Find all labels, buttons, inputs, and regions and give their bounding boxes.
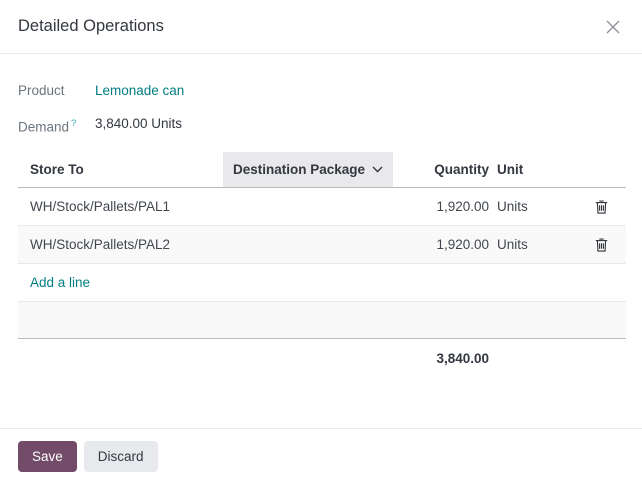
demand-value: 3,840.00 Units xyxy=(95,116,183,131)
unit-cell[interactable]: Units xyxy=(497,236,528,252)
help-icon: ? xyxy=(71,118,77,129)
add-a-line-link[interactable]: Add a line xyxy=(30,274,91,290)
row-actions-cell xyxy=(567,197,626,216)
demand-label: Demand? xyxy=(18,118,77,135)
total-row: 3,840.00 xyxy=(18,339,626,379)
store-to-cell[interactable]: WH/Stock/Pallets/PAL1 xyxy=(30,198,171,214)
row-actions-cell xyxy=(567,235,626,254)
column-header-actions xyxy=(567,152,626,187)
operations-table: Store To Destination Package Quantity Un… xyxy=(18,151,626,379)
column-header-quantity[interactable]: Quantity xyxy=(434,161,489,177)
trash-icon xyxy=(595,199,608,214)
field-group: Product Lemonade can Demand? 3,840.00 Un… xyxy=(18,82,626,136)
product-field-row: Product Lemonade can xyxy=(18,82,626,99)
column-header-store-to[interactable]: Store To xyxy=(30,161,84,177)
column-header-unit[interactable]: Unit xyxy=(497,161,524,177)
delete-row-button[interactable] xyxy=(593,235,610,254)
empty-row xyxy=(18,301,626,339)
quantity-total: 3,840.00 xyxy=(436,351,489,366)
store-to-cell[interactable]: WH/Stock/Pallets/PAL2 xyxy=(30,236,171,252)
chevron-down-icon xyxy=(372,166,383,173)
table-row[interactable]: WH/Stock/Pallets/PAL2 1,920.00 Units xyxy=(18,225,626,264)
demand-field-row: Demand? 3,840.00 Units xyxy=(18,115,626,136)
table-header-row: Store To Destination Package Quantity Un… xyxy=(18,151,626,188)
product-label: Product xyxy=(18,83,65,98)
close-button[interactable] xyxy=(602,16,624,38)
save-button[interactable]: Save xyxy=(18,441,77,472)
delete-row-button[interactable] xyxy=(593,197,610,216)
table-row[interactable]: WH/Stock/Pallets/PAL1 1,920.00 Units xyxy=(18,188,626,226)
dialog-footer: Save Discard xyxy=(0,428,642,472)
dialog-title: Detailed Operations xyxy=(18,17,164,35)
add-a-line-row: Add a line xyxy=(18,264,626,302)
column-header-destination-package[interactable]: Destination Package xyxy=(223,151,393,187)
unit-cell[interactable]: Units xyxy=(497,198,528,214)
dialog-header: Detailed Operations xyxy=(0,0,642,54)
trash-icon xyxy=(595,237,608,252)
product-value-link[interactable]: Lemonade can xyxy=(95,83,185,98)
close-icon xyxy=(604,18,622,36)
discard-button[interactable]: Discard xyxy=(83,441,158,472)
quantity-cell[interactable]: 1,920.00 xyxy=(436,198,489,214)
quantity-cell[interactable]: 1,920.00 xyxy=(436,236,489,252)
